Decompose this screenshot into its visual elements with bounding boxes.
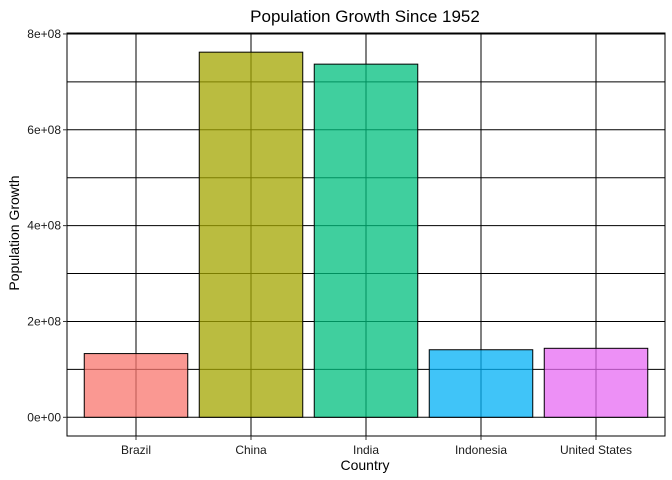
bar-indonesia xyxy=(428,349,534,418)
chart-title: Population Growth Since 1952 xyxy=(250,7,480,26)
y-axis: 0e+00 2e+08 4e+08 6e+08 8e+08 xyxy=(27,27,67,424)
y-tick-label: 4e+08 xyxy=(27,219,61,233)
x-tick-label: China xyxy=(235,443,267,457)
bar-united-states xyxy=(543,347,649,418)
bar-china xyxy=(198,51,304,418)
bar-india xyxy=(313,63,419,418)
y-tick-label: 2e+08 xyxy=(27,314,61,328)
y-tick-label: 8e+08 xyxy=(27,27,61,41)
x-tick-label: Indonesia xyxy=(455,443,507,457)
x-axis: Brazil China India Indonesia United States xyxy=(121,436,632,457)
y-axis-title: Population Growth xyxy=(6,175,22,290)
x-tick-label: Brazil xyxy=(121,443,151,457)
y-tick-label: 6e+08 xyxy=(27,123,61,137)
x-axis-title: Country xyxy=(340,457,389,473)
x-tick-label: United States xyxy=(560,443,632,457)
y-tick-label: 0e+00 xyxy=(27,410,61,424)
bars xyxy=(83,51,649,418)
bar-brazil xyxy=(83,353,189,418)
x-tick-label: India xyxy=(353,443,379,457)
